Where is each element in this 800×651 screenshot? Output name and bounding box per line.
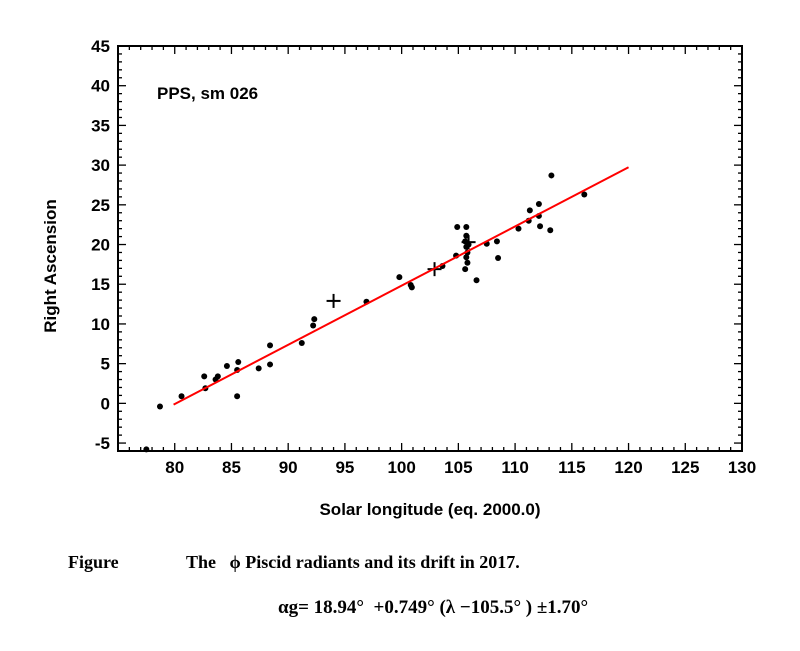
data-point [201, 373, 208, 380]
data-point [462, 266, 469, 273]
data-marks [143, 166, 630, 453]
caption-text: The ϕ Piscid radiants and its drift in 2… [186, 552, 520, 572]
axis-ticks [117, 45, 743, 452]
data-point [454, 224, 461, 231]
data-point [223, 363, 230, 370]
data-point [548, 172, 555, 179]
y-tick-label: 15 [91, 275, 110, 294]
data-point [547, 227, 554, 234]
y-tick-labels: -5 0 5 10 15 20 25 30 35 40 45 [91, 37, 110, 453]
data-point [267, 361, 274, 368]
data-point [537, 223, 544, 230]
caption-formula: αg= 18.94° +0.749° (λ −105.5° ) ±1.70° [278, 597, 589, 618]
data-point [464, 259, 471, 266]
caption-label: Figure [68, 552, 119, 572]
x-tick-label: 100 [387, 458, 415, 477]
data-point [156, 403, 163, 410]
x-tick-label: 85 [222, 458, 241, 477]
data-point [234, 393, 241, 400]
y-tick-label: 20 [91, 236, 110, 255]
x-axis-title: Solar longitude (eq. 2000.0) [319, 500, 540, 519]
data-point [526, 207, 533, 214]
x-tick-label: 110 [501, 458, 528, 477]
data-point [535, 201, 542, 208]
y-tick-label: 30 [91, 156, 110, 175]
data-point [214, 373, 221, 380]
data-point [581, 191, 588, 198]
x-tick-label: 90 [279, 458, 298, 477]
plot-frame [117, 45, 743, 452]
data-point [473, 277, 480, 284]
data-point [311, 316, 318, 323]
y-tick-label: 40 [91, 77, 110, 96]
cross-point [326, 293, 341, 308]
x-tick-label: 105 [444, 458, 472, 477]
data-point [515, 225, 522, 232]
data-point [408, 284, 415, 291]
x-tick-label: 115 [558, 458, 585, 477]
y-axis-title: Right Ascension [41, 199, 60, 333]
data-point [235, 359, 242, 366]
x-tick-label: 130 [728, 458, 756, 477]
fit-line [173, 166, 630, 406]
data-point [178, 393, 185, 400]
data-point [255, 365, 262, 372]
y-tick-label: 45 [91, 37, 110, 56]
data-point [298, 340, 305, 346]
data-point [463, 254, 470, 261]
chart-annotation: PPS, sm 026 [157, 84, 258, 103]
x-tick-label: 125 [671, 458, 699, 477]
x-tick-label: 80 [165, 458, 184, 477]
data-point [463, 224, 470, 231]
data-point [267, 342, 274, 349]
y-tick-label: 0 [101, 394, 110, 413]
y-tick-label: 25 [91, 196, 110, 215]
x-tick-label: 120 [614, 458, 642, 477]
x-tick-labels: 80 85 90 95 100 105 110 115 120 125 130 [165, 458, 756, 477]
x-tick-label: 95 [335, 458, 354, 477]
y-tick-label: 35 [91, 116, 110, 135]
data-point [495, 255, 502, 262]
cross-point [461, 235, 476, 250]
y-tick-label: -5 [95, 434, 110, 453]
y-tick-label: 10 [91, 315, 110, 334]
data-point [396, 274, 403, 281]
data-point [493, 238, 500, 245]
y-tick-label: 5 [101, 355, 110, 374]
data-point [310, 322, 317, 329]
